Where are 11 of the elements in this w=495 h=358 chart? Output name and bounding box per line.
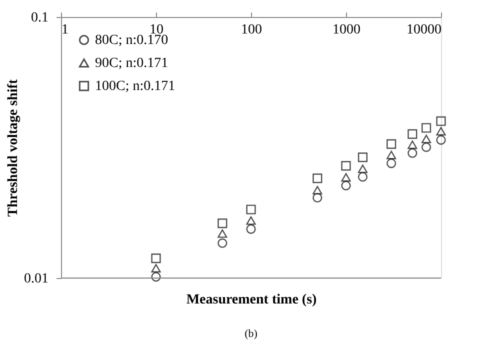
text: (b) [244,328,258,340]
legend-label: 90C; n:0.171 [95,56,168,71]
legend-label: 100C; n:0.171 [95,79,176,94]
x-tick-label: 1000 [332,22,360,38]
x-tick-label: 100 [241,22,262,38]
x-tick-label: 1 [62,22,68,38]
y-tick-label: 0.01 [24,272,48,286]
x-tick-label: 10000 [406,22,442,38]
y-axis-title: Threshold voltage shift [6,78,21,217]
x-axis-title: Measurement time (s) [186,292,318,308]
y-tick-label: 0.1 [31,10,48,26]
